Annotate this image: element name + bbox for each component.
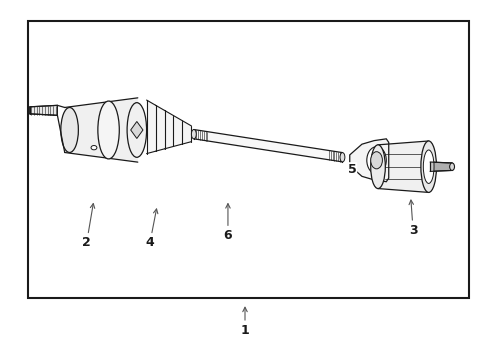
- Ellipse shape: [367, 147, 386, 174]
- Polygon shape: [30, 105, 57, 115]
- Polygon shape: [350, 139, 389, 182]
- Text: 4: 4: [146, 209, 158, 249]
- Ellipse shape: [371, 145, 385, 189]
- Polygon shape: [194, 130, 343, 162]
- Text: 2: 2: [82, 204, 95, 249]
- Ellipse shape: [421, 141, 437, 192]
- Ellipse shape: [371, 152, 382, 169]
- Text: 6: 6: [223, 204, 232, 242]
- Bar: [28, 21, 469, 298]
- Polygon shape: [131, 121, 143, 139]
- Text: 3: 3: [409, 200, 417, 237]
- Circle shape: [91, 145, 97, 150]
- Polygon shape: [378, 141, 429, 192]
- Ellipse shape: [450, 163, 455, 170]
- Ellipse shape: [61, 108, 78, 153]
- Polygon shape: [430, 162, 452, 171]
- Ellipse shape: [98, 101, 119, 159]
- Polygon shape: [65, 98, 138, 162]
- Text: 5: 5: [348, 163, 357, 176]
- Text: 1: 1: [241, 307, 249, 337]
- Ellipse shape: [127, 103, 147, 157]
- Ellipse shape: [192, 130, 196, 139]
- Ellipse shape: [340, 153, 345, 162]
- Ellipse shape: [423, 150, 434, 183]
- Polygon shape: [147, 100, 192, 154]
